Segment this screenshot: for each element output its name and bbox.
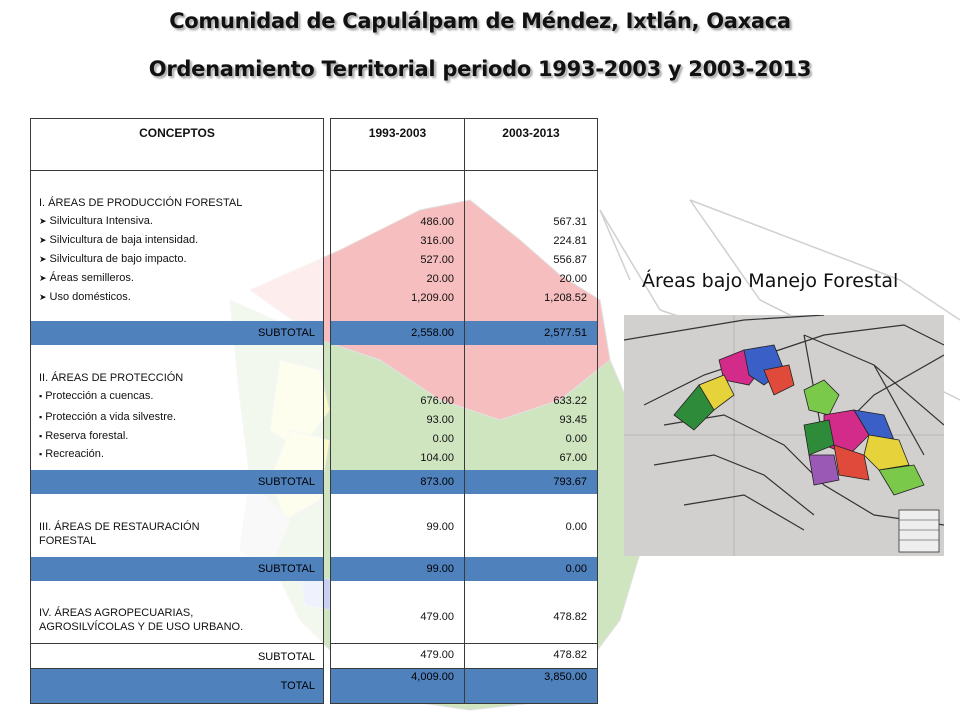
value-row: 479.00 — [331, 581, 464, 643]
value-row: 478.82 — [465, 581, 597, 643]
value-cell: 93.00 — [426, 414, 454, 426]
subtotal-row: 2,577.51 — [465, 321, 597, 345]
value-cell: 104.00 — [420, 452, 454, 464]
value-cell: 479.00 — [420, 611, 454, 623]
value-cell: 793.67 — [553, 476, 587, 488]
section2-item: ▪ Recreación. — [39, 448, 104, 460]
value-row: 0.00 — [465, 494, 597, 557]
section2-title: II. ÁREAS DE PROTECCIÓN — [39, 372, 184, 384]
section1-item: ➤ Silvicultura de bajo impacto. — [39, 253, 187, 265]
section2-item: ▪ Protección a vida silvestre. — [39, 411, 177, 423]
value-cell: 486.00 — [420, 216, 454, 228]
square-bullet-icon: ▪ — [39, 449, 43, 459]
page-subtitle: Ordenamiento Territorial periodo 1993-20… — [148, 57, 812, 81]
square-bullet-icon: ▪ — [39, 391, 43, 401]
total-label: TOTAL — [31, 669, 323, 703]
section1-item: ➤ Uso domésticos. — [39, 291, 131, 303]
arrow-bullet-icon: ➤ — [39, 216, 47, 226]
value-cell: 0.00 — [565, 563, 587, 575]
square-bullet-icon: ▪ — [39, 412, 43, 422]
section1-item: ➤ Áreas semilleros. — [39, 272, 134, 284]
value-cell: 0.00 — [565, 433, 587, 445]
value-cell: 4,009.00 — [411, 671, 454, 683]
value-cell: 20.00 — [426, 273, 454, 285]
subtotal-row: 793.67 — [465, 470, 597, 494]
subtotal-row: 99.00 — [331, 557, 464, 581]
value-cell: 224.81 — [553, 235, 587, 247]
value-cell: 2,577.51 — [544, 327, 587, 339]
arrow-bullet-icon: ➤ — [39, 235, 47, 245]
value-cell: 93.45 — [559, 414, 587, 426]
value-cell: 67.00 — [559, 452, 587, 464]
section1-subtotal-label: SUBTOTAL — [31, 321, 323, 345]
period2-header: 2003-2013 — [465, 119, 597, 171]
section1-item: ➤ Silvicultura Intensiva. — [39, 215, 153, 227]
value-cell: 2,558.00 — [411, 327, 454, 339]
page-title: Comunidad de Capulálpam de Méndez, Ixtlá… — [169, 9, 791, 33]
total-row: 3,850.00 — [465, 669, 597, 703]
section3-title: III. ÁREAS DE RESTAURACIÓN FORESTAL — [39, 521, 200, 547]
value-cell: 567.31 — [553, 216, 587, 228]
total-row: 4,009.00 — [331, 669, 464, 703]
forest-management-map-photo — [624, 315, 944, 556]
section2-item: ▪ Reserva forestal. — [39, 430, 129, 442]
value-cell: 527.00 — [420, 254, 454, 266]
value-cell: 1,208.52 — [544, 292, 587, 304]
section3-subtotal-label: SUBTOTAL — [31, 557, 323, 581]
value-cell: 316.00 — [420, 235, 454, 247]
value-cell: 556.87 — [553, 254, 587, 266]
arrow-bullet-icon: ➤ — [39, 254, 47, 264]
period1-column: 1993-2003 486.00 316.00 527.00 20.00 1,2… — [330, 118, 465, 704]
section4-subtotal-label: SUBTOTAL — [31, 643, 323, 669]
subtotal-row: 0.00 — [465, 557, 597, 581]
value-cell: 99.00 — [426, 563, 454, 575]
forest-management-label: Áreas bajo Manejo Forestal — [642, 270, 899, 292]
subtotal-row: 873.00 — [331, 470, 464, 494]
concepts-header: CONCEPTOS — [31, 119, 323, 171]
arrow-bullet-icon: ➤ — [39, 273, 47, 283]
section2-subtotal-label: SUBTOTAL — [31, 470, 323, 494]
value-cell: 873.00 — [420, 476, 454, 488]
subtotal-row: 479.00 — [331, 643, 464, 669]
square-bullet-icon: ▪ — [39, 431, 43, 441]
section1-item: ➤ Silvicultura de baja intensidad. — [39, 234, 199, 246]
arrow-bullet-icon: ➤ — [39, 292, 47, 302]
value-cell: 0.00 — [432, 433, 454, 445]
subtotal-row: 2,558.00 — [331, 321, 464, 345]
value-cell: 478.82 — [553, 611, 587, 623]
period1-header: 1993-2003 — [331, 119, 464, 171]
value-cell: 478.82 — [553, 649, 587, 661]
section1-title: I. ÁREAS DE PRODUCCIÓN FORESTAL — [39, 197, 243, 209]
value-cell: 479.00 — [420, 649, 454, 661]
value-cell: 3,850.00 — [544, 671, 587, 683]
value-cell: 676.00 — [420, 395, 454, 407]
section2-item: ▪ Protección a cuencas. — [39, 390, 154, 402]
value-cell: 633.22 — [553, 395, 587, 407]
concepts-column: CONCEPTOS I. ÁREAS DE PRODUCCIÓN FORESTA… — [30, 118, 324, 704]
value-cell: 1,209.00 — [411, 292, 454, 304]
value-row: 99.00 — [331, 494, 464, 557]
value-cell: 99.00 — [426, 521, 454, 533]
value-cell: 20.00 — [559, 273, 587, 285]
subtotal-row: 478.82 — [465, 643, 597, 669]
value-cell: 0.00 — [565, 521, 587, 533]
period2-column: 2003-2013 567.31 224.81 556.87 20.00 1,2… — [464, 118, 598, 704]
section4-title: IV. ÁREAS AGROPECUARIAS, AGROSILVÍCOLAS Y… — [39, 607, 244, 633]
